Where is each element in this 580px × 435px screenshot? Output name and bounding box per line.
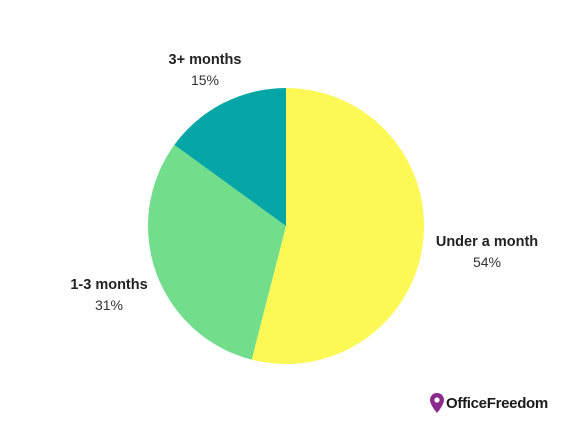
brand-name: OfficeFreedom	[446, 394, 548, 412]
pie-slices	[148, 88, 425, 364]
slice-label-value: 15%	[191, 72, 219, 88]
pie-slice-3-months	[174, 88, 286, 226]
pie-slice-1-3-months	[148, 144, 286, 360]
location-pin-icon	[430, 393, 444, 413]
slice-label-value: 31%	[95, 297, 123, 313]
brand-logo: OfficeFreedom	[430, 390, 548, 416]
slice-label-value: 54%	[473, 254, 501, 270]
slice-label-category: 3+ months	[169, 52, 242, 68]
pie-slice-under-a-month	[251, 88, 425, 364]
slice-labels: Under a month 54% 1-3 months 31% 3+ months 15…	[70, 52, 538, 313]
slice-label-category: 1-3 months	[70, 277, 147, 293]
slice-label-category: Under a month	[436, 234, 538, 250]
